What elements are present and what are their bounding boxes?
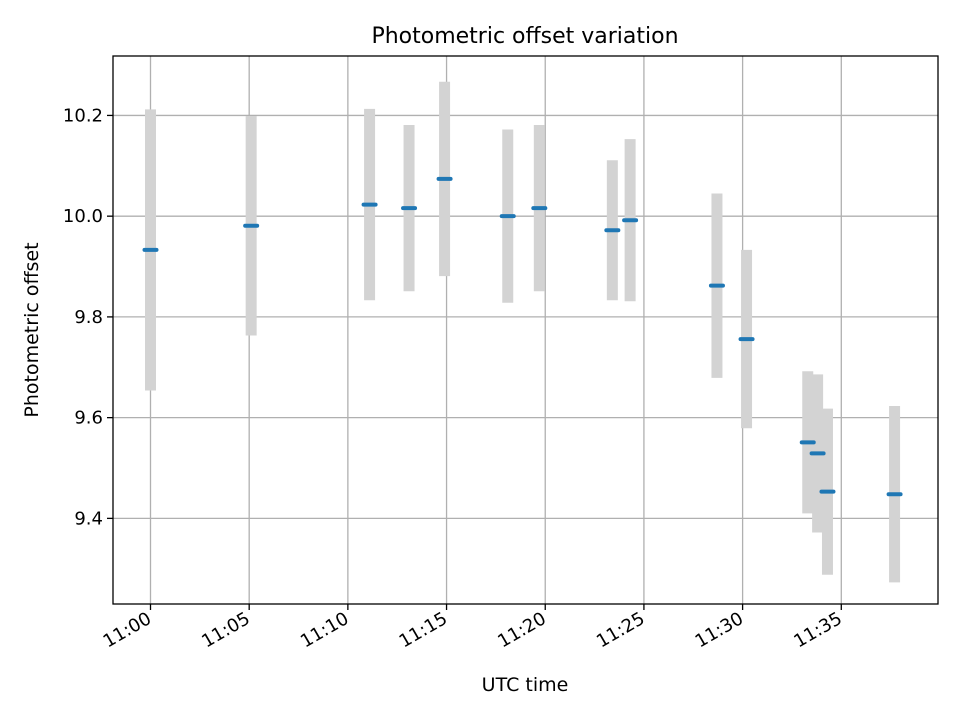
y-tick-label: 10.2 (63, 105, 103, 126)
y-tick-label: 9.8 (74, 307, 103, 328)
y-axis-label: Photometric offset (21, 242, 43, 417)
y-tick-label: 9.4 (74, 508, 103, 529)
x-axis-label: UTC time (482, 674, 569, 696)
chart-title: Photometric offset variation (371, 24, 678, 49)
plot-frame (112, 55, 939, 605)
y-tick-label: 9.6 (74, 408, 103, 429)
data-markers (142, 176, 903, 497)
y-axis-ticks: 9.4 9.6 9.8 10.0 10.2 (63, 105, 113, 529)
y-tick-label: 10.0 (63, 206, 103, 227)
